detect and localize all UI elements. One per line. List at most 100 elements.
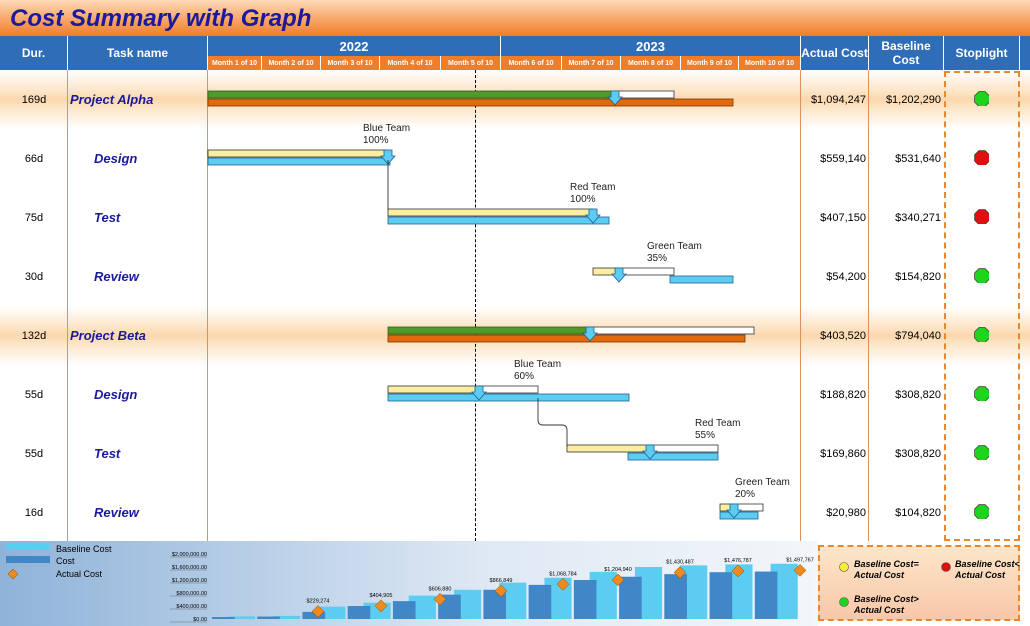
cost-bar — [257, 616, 280, 619]
green-stoplight-icon — [974, 445, 989, 460]
header-duration[interactable]: Dur. — [0, 36, 68, 70]
actual-cost-marker — [611, 573, 625, 587]
actual-cost-label: $229,274 — [307, 599, 330, 605]
actual-cost-cell: $559,140 — [820, 152, 866, 165]
month-label: Month 7 of 10 — [562, 56, 621, 70]
green-light-icon — [839, 597, 849, 607]
header-stoplight[interactable]: Stoplight — [944, 36, 1020, 70]
column-divider — [67, 70, 68, 541]
header-baseline-cost[interactable]: Baseline Cost — [869, 36, 944, 70]
percent-complete: 20% — [735, 489, 756, 500]
progress-marker — [607, 90, 623, 106]
cost-bar — [347, 606, 371, 619]
legend-baseline-swatch — [6, 543, 50, 550]
task-team-label: Red Team 55% — [695, 418, 740, 442]
percent-complete: 60% — [514, 371, 535, 382]
month-label: Month 6 of 10 — [501, 56, 562, 70]
y-tick-label: $1,200,000.00 — [172, 578, 207, 584]
yellow-light-icon — [839, 562, 849, 572]
task-remaining — [478, 385, 539, 394]
progress-marker — [582, 326, 598, 342]
task-row[interactable]: 30d Review $54,200 $154,820 — [0, 247, 1030, 306]
percent-complete: 55% — [695, 430, 716, 441]
actual-cost-marker — [433, 592, 447, 606]
page-title: Cost Summary with Graph — [10, 5, 312, 32]
task-baseline — [719, 511, 759, 520]
actual-cost-marker — [556, 577, 570, 591]
header-actual-cost[interactable]: Actual Cost — [801, 36, 869, 70]
actual-cost-marker — [494, 584, 508, 598]
legend-cost-label: Cost — [56, 556, 75, 566]
duration-cell: 55d — [24, 447, 44, 460]
team-name: Blue Team — [363, 123, 411, 134]
team-name: Green Team — [735, 477, 790, 488]
team-name: Red Team — [695, 418, 741, 429]
task-row[interactable]: 66d Design $559,140 $531,640 — [0, 129, 1030, 188]
task-team-label: Blue Team 60% — [514, 359, 561, 383]
cost-bar-chart: $2,000,000.00 $1,600,000.00 $1,200,000.00 $… — [170, 552, 814, 623]
actual-cost-label: $1,497,767 — [786, 557, 814, 563]
duration-cell: 30d — [24, 270, 44, 283]
header-task-name[interactable]: Task name — [68, 36, 208, 70]
y-tick-label: $400,000.00 — [176, 604, 207, 610]
duration-cell: 132d — [21, 329, 47, 342]
actual-cost-marker — [731, 564, 745, 578]
progress-marker — [380, 149, 396, 165]
baseline-cost-cell: $340,271 — [895, 211, 941, 224]
legend-actual-label: Actual Cost — [56, 569, 103, 579]
cost-bar — [664, 574, 687, 619]
red-stoplight-icon — [974, 209, 989, 224]
duration-cell: 169d — [21, 93, 47, 106]
actual-cost-label: $866,849 — [490, 578, 513, 584]
cost-bar — [573, 580, 597, 619]
legend-cost-swatch — [6, 556, 50, 563]
actual-cost-cell: $1,094,247 — [810, 93, 866, 106]
progress-marker — [726, 503, 742, 519]
task-row[interactable]: 75d Test $407,150 $340,271 — [0, 188, 1030, 247]
task-name[interactable]: Design — [94, 151, 138, 166]
percent-complete: 100% — [363, 135, 389, 146]
duration-cell: 55d — [24, 388, 44, 401]
actual-cost-cell: $54,200 — [826, 270, 866, 283]
actual-cost-label: $1,068,784 — [549, 571, 577, 577]
actual-cost-marker — [374, 599, 388, 613]
actual-cost-marker — [793, 563, 807, 577]
column-divider — [800, 70, 801, 541]
legend-green-text: Baseline Cost> Actual Cost — [854, 594, 919, 615]
task-remaining — [649, 444, 719, 453]
y-tick-label: $1,600,000.00 — [172, 565, 207, 571]
baseline-cost-cell: $154,820 — [895, 270, 941, 283]
legend-actual-diamond-icon — [7, 568, 19, 580]
cost-bar — [754, 571, 778, 619]
cost-bar — [483, 589, 506, 619]
task-row[interactable]: 16d Review $20,980 $104,820 — [0, 483, 1030, 542]
y-tick-label: $0.00 — [193, 617, 207, 623]
task-name[interactable]: Project Alpha — [70, 92, 154, 107]
legend-red-text: Baseline Cost< Actual Cost — [955, 559, 1020, 580]
task-team-label: Blue Team 100% — [363, 123, 410, 147]
task-name[interactable]: Review — [94, 505, 139, 520]
task-row[interactable]: 55d Test $169,860 $308,820 — [0, 424, 1030, 483]
task-name[interactable]: Design — [94, 387, 138, 402]
task-name[interactable]: Project Beta — [70, 328, 146, 343]
task-name[interactable]: Review — [94, 269, 139, 284]
summary-baseline — [387, 334, 746, 343]
legend-yellow-text: Baseline Cost= Actual Cost — [854, 559, 919, 580]
month-label: Month 2 of 10 — [262, 56, 321, 70]
progress-marker — [471, 385, 487, 401]
task-name[interactable]: Test — [94, 446, 121, 461]
task-row[interactable]: 55d Design $188,820 $308,820 — [0, 365, 1030, 424]
progress-marker — [611, 267, 627, 283]
actual-cost-cell: $403,520 — [820, 329, 866, 342]
task-name[interactable]: Test — [94, 210, 121, 225]
duration-cell: 66d — [24, 152, 44, 165]
year-2023: 2023 — [501, 36, 801, 56]
summary-remaining — [614, 90, 675, 99]
column-divider — [207, 70, 208, 541]
stoplight-legend — [818, 546, 1020, 620]
task-baseline — [387, 216, 610, 225]
actual-cost-cell: $169,860 — [820, 447, 866, 460]
duration-cell: 75d — [24, 211, 44, 224]
month-label: Month 5 of 10 — [441, 56, 501, 70]
green-stoplight-icon — [974, 268, 989, 283]
